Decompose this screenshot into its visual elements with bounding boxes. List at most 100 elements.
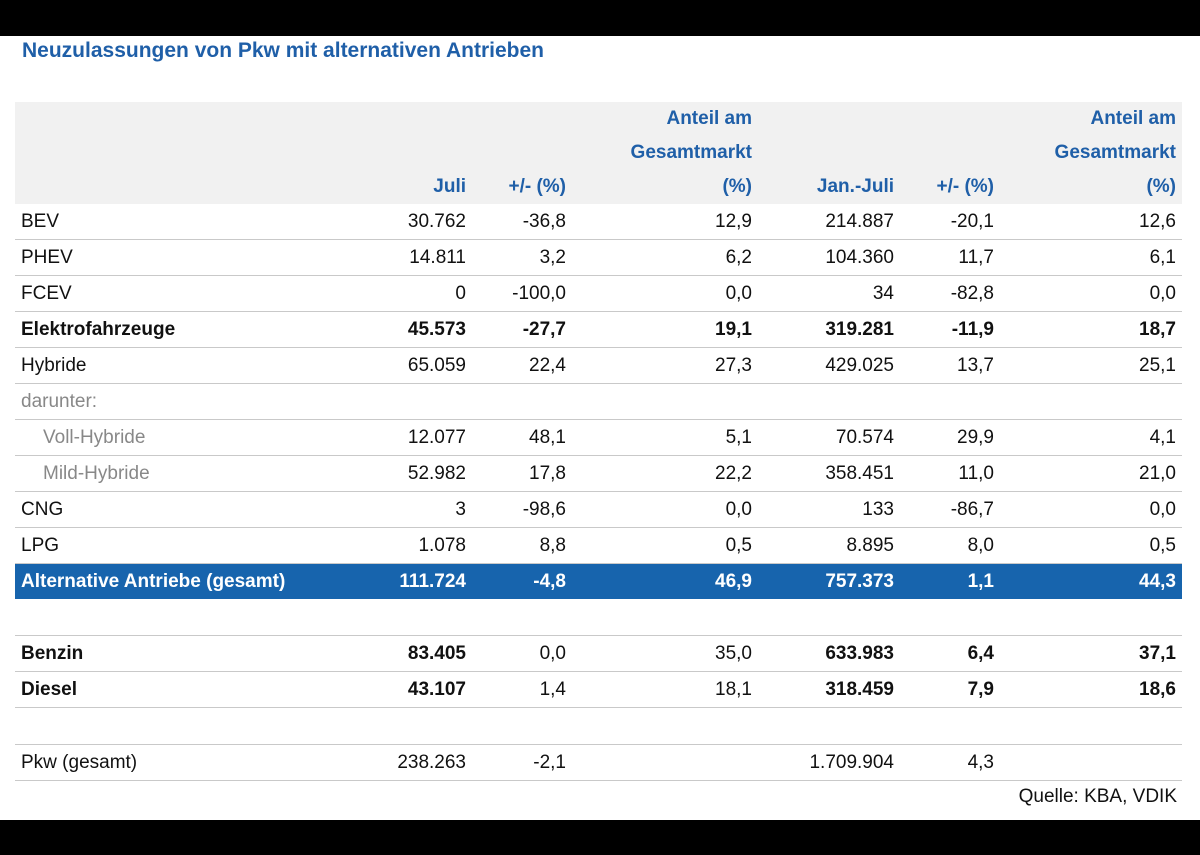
row-label: PHEV bbox=[15, 239, 360, 276]
cell-change-juli: -4,8 bbox=[472, 563, 572, 599]
header-jan-juli: Jan.-Juli bbox=[758, 102, 900, 204]
header-change-juli: +/- (%) bbox=[472, 102, 572, 204]
table-row: FCEV 0 -100,0 0,0 34 -82,8 0,0 bbox=[15, 275, 1182, 312]
cell-change-jan-juli: -11,9 bbox=[900, 311, 1000, 348]
header-share-jan-juli: Anteil am Gesamtmarkt (%) bbox=[1000, 102, 1182, 204]
cell-change-jan-juli: 11,0 bbox=[900, 455, 1000, 492]
cell-jan-juli: 214.887 bbox=[758, 204, 900, 240]
row-label: Mild-Hybride bbox=[15, 455, 360, 492]
cell-share-jan-juli: 18,7 bbox=[1000, 311, 1182, 348]
cell-change-juli: 1,4 bbox=[472, 671, 572, 708]
cell-change-jan-juli: -20,1 bbox=[900, 204, 1000, 240]
cell-jan-juli: 319.281 bbox=[758, 311, 900, 348]
row-label: LPG bbox=[15, 527, 360, 564]
table-header-row: Juli +/- (%) Anteil am Gesamtmarkt (%) J… bbox=[15, 102, 1182, 204]
cell-share-juli: 0,0 bbox=[572, 275, 758, 312]
row-label: Benzin bbox=[15, 635, 360, 672]
cell-share-jan-juli bbox=[1000, 744, 1182, 781]
cell-juli: 0 bbox=[360, 275, 472, 312]
cell-change-juli: 48,1 bbox=[472, 419, 572, 456]
cell-jan-juli: 358.451 bbox=[758, 455, 900, 492]
cell-share-juli: 22,2 bbox=[572, 455, 758, 492]
cell-share-juli: 0,5 bbox=[572, 527, 758, 564]
cell-change-jan-juli: 6,4 bbox=[900, 635, 1000, 672]
cell-share-jan-juli: 37,1 bbox=[1000, 635, 1182, 672]
row-label: Voll-Hybride bbox=[15, 419, 360, 456]
cell-change-juli: -27,7 bbox=[472, 311, 572, 348]
table-row-section: darunter: bbox=[15, 383, 1182, 420]
cell-jan-juli: 1.709.904 bbox=[758, 744, 900, 781]
table-row: Diesel 43.107 1,4 18,1 318.459 7,9 18,6 bbox=[15, 671, 1182, 708]
cell-share-juli: 18,1 bbox=[572, 671, 758, 708]
table-row-total: Alternative Antriebe (gesamt) 111.724 -4… bbox=[15, 563, 1182, 599]
cell-share-jan-juli: 18,6 bbox=[1000, 671, 1182, 708]
row-label: Diesel bbox=[15, 671, 360, 708]
row-label: FCEV bbox=[15, 275, 360, 312]
cell-juli: 65.059 bbox=[360, 347, 472, 384]
cell-juli: 30.762 bbox=[360, 204, 472, 240]
page-title: Neuzulassungen von Pkw mit alternativen … bbox=[22, 39, 544, 62]
cell-change-juli: -100,0 bbox=[472, 275, 572, 312]
cell-change-jan-juli: 13,7 bbox=[900, 347, 1000, 384]
header-juli: Juli bbox=[360, 102, 472, 204]
table-row-grand-total: Pkw (gesamt) 238.263 -2,1 1.709.904 4,3 bbox=[15, 744, 1182, 781]
table-row: Benzin 83.405 0,0 35,0 633.983 6,4 37,1 bbox=[15, 635, 1182, 672]
cell-share-jan-juli: 4,1 bbox=[1000, 419, 1182, 456]
cell-share-jan-juli: 21,0 bbox=[1000, 455, 1182, 492]
cell-change-jan-juli: 8,0 bbox=[900, 527, 1000, 564]
cell-jan-juli: 8.895 bbox=[758, 527, 900, 564]
table-row: CNG 3 -98,6 0,0 133 -86,7 0,0 bbox=[15, 491, 1182, 528]
header-change-jan-juli: +/- (%) bbox=[900, 102, 1000, 204]
cell-juli: 238.263 bbox=[360, 744, 472, 781]
cell-share-juli: 6,2 bbox=[572, 239, 758, 276]
cell-jan-juli: 34 bbox=[758, 275, 900, 312]
cell-change-juli: -98,6 bbox=[472, 491, 572, 528]
cell-share-jan-juli: 25,1 bbox=[1000, 347, 1182, 384]
row-label: BEV bbox=[15, 204, 360, 240]
cell-share-juli: 0,0 bbox=[572, 491, 758, 528]
cell-share-jan-juli: 0,5 bbox=[1000, 527, 1182, 564]
table-spacer-row bbox=[15, 707, 1182, 745]
cell-jan-juli: 429.025 bbox=[758, 347, 900, 384]
table-row: Mild-Hybride 52.982 17,8 22,2 358.451 11… bbox=[15, 455, 1182, 492]
cell-share-jan-juli: 0,0 bbox=[1000, 275, 1182, 312]
cell-change-jan-juli: 29,9 bbox=[900, 419, 1000, 456]
cell-change-jan-juli: 11,7 bbox=[900, 239, 1000, 276]
cell-change-juli: 8,8 bbox=[472, 527, 572, 564]
cell-juli: 83.405 bbox=[360, 635, 472, 672]
cell-juli: 1.078 bbox=[360, 527, 472, 564]
cell-share-jan-juli: 6,1 bbox=[1000, 239, 1182, 276]
header-label-cell bbox=[15, 102, 360, 204]
table-row: BEV 30.762 -36,8 12,9 214.887 -20,1 12,6 bbox=[15, 204, 1182, 240]
cell-change-juli: 0,0 bbox=[472, 635, 572, 672]
cell-share-juli: 12,9 bbox=[572, 204, 758, 240]
table-row-subtotal: Elektrofahrzeuge 45.573 -27,7 19,1 319.2… bbox=[15, 311, 1182, 348]
row-label: CNG bbox=[15, 491, 360, 528]
cell-change-juli: 3,2 bbox=[472, 239, 572, 276]
cell-juli: 12.077 bbox=[360, 419, 472, 456]
cell-share-jan-juli: 0,0 bbox=[1000, 491, 1182, 528]
header-share-juli: Anteil am Gesamtmarkt (%) bbox=[572, 102, 758, 204]
table-row: PHEV 14.811 3,2 6,2 104.360 11,7 6,1 bbox=[15, 239, 1182, 276]
row-label: darunter: bbox=[15, 383, 360, 420]
cell-juli: 111.724 bbox=[360, 563, 472, 599]
cell-jan-juli: 633.983 bbox=[758, 635, 900, 672]
cell-jan-juli: 318.459 bbox=[758, 671, 900, 708]
cell-jan-juli: 104.360 bbox=[758, 239, 900, 276]
cell-share-juli: 27,3 bbox=[572, 347, 758, 384]
source-note: Quelle: KBA, VDIK bbox=[1018, 786, 1177, 807]
cell-change-jan-juli: -86,7 bbox=[900, 491, 1000, 528]
table-row: Voll-Hybride 12.077 48,1 5,1 70.574 29,9… bbox=[15, 419, 1182, 456]
cell-share-juli: 35,0 bbox=[572, 635, 758, 672]
cell-share-juli: 5,1 bbox=[572, 419, 758, 456]
cell-juli: 14.811 bbox=[360, 239, 472, 276]
cell-change-jan-juli: 4,3 bbox=[900, 744, 1000, 781]
table-spacer-row bbox=[15, 599, 1182, 636]
table-row: Hybride 65.059 22,4 27,3 429.025 13,7 25… bbox=[15, 347, 1182, 384]
cell-jan-juli: 133 bbox=[758, 491, 900, 528]
cell-share-juli: 19,1 bbox=[572, 311, 758, 348]
cell-juli: 45.573 bbox=[360, 311, 472, 348]
cell-change-jan-juli: 1,1 bbox=[900, 563, 1000, 599]
cell-share-juli bbox=[572, 744, 758, 781]
table-row: LPG 1.078 8,8 0,5 8.895 8,0 0,5 bbox=[15, 527, 1182, 564]
